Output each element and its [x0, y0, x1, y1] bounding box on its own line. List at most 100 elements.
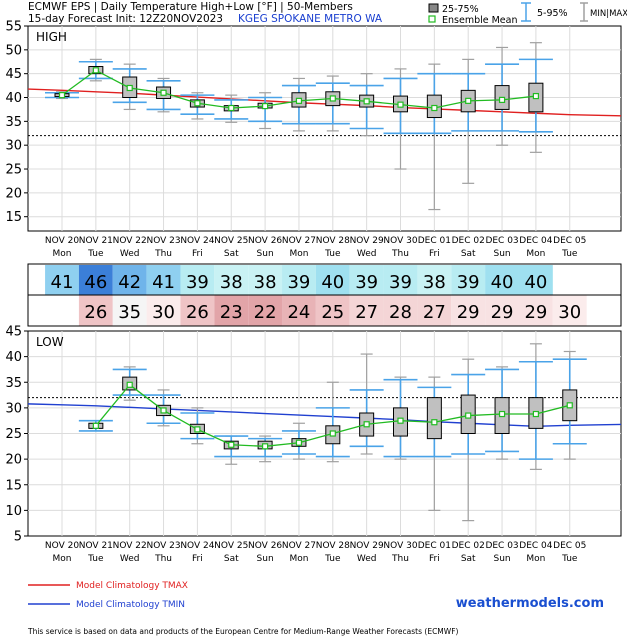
y-tick-label: 35: [5, 376, 22, 391]
x-weekday-label: Thu: [154, 249, 172, 259]
legend-5-95-icon: [521, 2, 531, 22]
x-weekday-label: Sun: [493, 249, 510, 259]
low-summary-value: 26: [186, 302, 209, 323]
low-summary-value: 29: [524, 302, 547, 323]
x-date-label: NOV 21: [79, 236, 113, 246]
y-tick-label: 50: [5, 43, 22, 58]
ensemble-mean-point: [262, 102, 269, 110]
x-weekday-label: Wed: [120, 249, 140, 259]
x-date-label: NOV 27: [282, 236, 316, 246]
high-summary-value: 38: [423, 272, 446, 293]
low-summary-value: 25: [321, 302, 344, 323]
legend-box-label: 25-75%: [442, 4, 479, 15]
high-summary-value: 39: [389, 272, 412, 293]
low-summary-cell: [112, 295, 147, 326]
low-summary-cell: [518, 295, 553, 326]
x-date-label: DEC 02: [452, 541, 485, 551]
x-weekday-label: Sat: [224, 249, 239, 259]
x-weekday-label: Sun: [257, 249, 274, 259]
x-date-label: NOV 29: [350, 541, 384, 551]
high-summary-value: 46: [84, 272, 107, 293]
low-summary-value: 35: [118, 302, 141, 323]
y-tick-label: 55: [5, 20, 22, 35]
x-weekday-label: Tue: [87, 554, 104, 564]
y-tick-label: 20: [5, 453, 22, 468]
header-station: KGEG SPOKANE METRO WA: [238, 13, 383, 25]
x-date-label: DEC 03: [485, 236, 518, 246]
low-summary-value: 29: [457, 302, 480, 323]
high-summary-cell: [451, 265, 486, 295]
low-summary-value: 24: [287, 302, 310, 323]
y-tick-label: 40: [5, 350, 22, 365]
high-summary-cell: [78, 265, 113, 295]
x-weekday-label: Wed: [120, 554, 140, 564]
disclaimer: This service is based on data and produc…: [27, 627, 459, 636]
x-weekday-label: Sun: [493, 554, 510, 564]
ensemble-mean-point: [228, 441, 235, 448]
x-weekday-label: Fri: [192, 554, 203, 564]
x-weekday-label: Mon: [289, 249, 308, 259]
high-summary-value: 38: [220, 272, 243, 293]
high-summary-value: 39: [355, 272, 378, 293]
ensemble-mean-point: [329, 430, 336, 437]
x-date-label: NOV 22: [113, 541, 147, 551]
x-date-label: DEC 04: [519, 236, 552, 246]
x-weekday-label: Thu: [391, 249, 409, 259]
high-summary-value: 39: [287, 272, 310, 293]
x-date-label: DEC 01: [418, 236, 451, 246]
ensemble-mean-point: [295, 97, 303, 104]
x-date-label: NOV 20: [45, 541, 79, 551]
x-date-label: NOV 22: [113, 236, 147, 246]
ensemble-mean-point: [397, 101, 404, 108]
y-tick-label: 30: [5, 401, 22, 416]
high-summary-value: 42: [118, 272, 141, 293]
high-summary-value: 38: [254, 272, 277, 293]
x-weekday-label: Mon: [289, 554, 308, 564]
ensemble-mean-point: [431, 419, 438, 426]
ensemble-mean-point: [532, 410, 540, 418]
ensemble-mean-point: [228, 104, 235, 112]
x-weekday-label: Mon: [53, 249, 72, 259]
high-summary-cell: [214, 265, 249, 295]
ensemble-mean-point: [363, 98, 370, 105]
high-summary-value: 40: [491, 272, 514, 293]
low-summary-cell: [417, 295, 452, 326]
ensemble-mean-point: [498, 410, 506, 418]
x-date-label: DEC 02: [452, 236, 485, 246]
clim-tmax-legend-label: Model Climatology TMAX: [76, 581, 188, 591]
low-summary-value: 29: [491, 302, 514, 323]
ensemble-mean-point: [532, 92, 540, 100]
ensemble-mean-point: [92, 422, 99, 429]
x-weekday-label: Mon: [526, 249, 545, 259]
high-summary-cell: [417, 265, 452, 295]
x-date-label: NOV 24: [180, 236, 214, 246]
x-date-label: DEC 04: [519, 541, 552, 551]
low-summary-cell: [451, 295, 486, 326]
ensemble-mean-point: [431, 104, 438, 112]
header-init: 15-day Forecast Init: 12Z20NOV2023: [28, 13, 223, 25]
high-panel-title: HIGH: [36, 30, 67, 44]
ensemble-mean-point: [465, 412, 472, 419]
high-summary-value: 40: [524, 272, 547, 293]
low-summary-value: 26: [84, 302, 107, 323]
iqr-box: [426, 397, 442, 440]
x-date-label: NOV 20: [45, 236, 79, 246]
ensemble-mean-point: [194, 100, 201, 107]
ensemble-mean-point: [58, 92, 66, 99]
high-summary-value: 40: [321, 272, 344, 293]
legend-box-swatch: [428, 3, 439, 13]
ensemble-mean-point: [126, 381, 133, 388]
high-summary-value: 39: [186, 272, 209, 293]
low-summary-cell: [180, 295, 215, 326]
high-summary-cell: [45, 265, 79, 295]
ensemble-mean-point: [397, 417, 404, 424]
y-tick-label: 10: [5, 504, 22, 519]
high-summary-cell: [349, 265, 384, 295]
x-weekday-label: Sun: [257, 554, 274, 564]
ensemble-mean-point: [160, 407, 167, 414]
low-panel-title: LOW: [36, 335, 64, 349]
ensemble-mean-point: [465, 97, 472, 104]
x-weekday-label: Thu: [154, 554, 172, 564]
x-date-label: DEC 05: [553, 236, 586, 246]
